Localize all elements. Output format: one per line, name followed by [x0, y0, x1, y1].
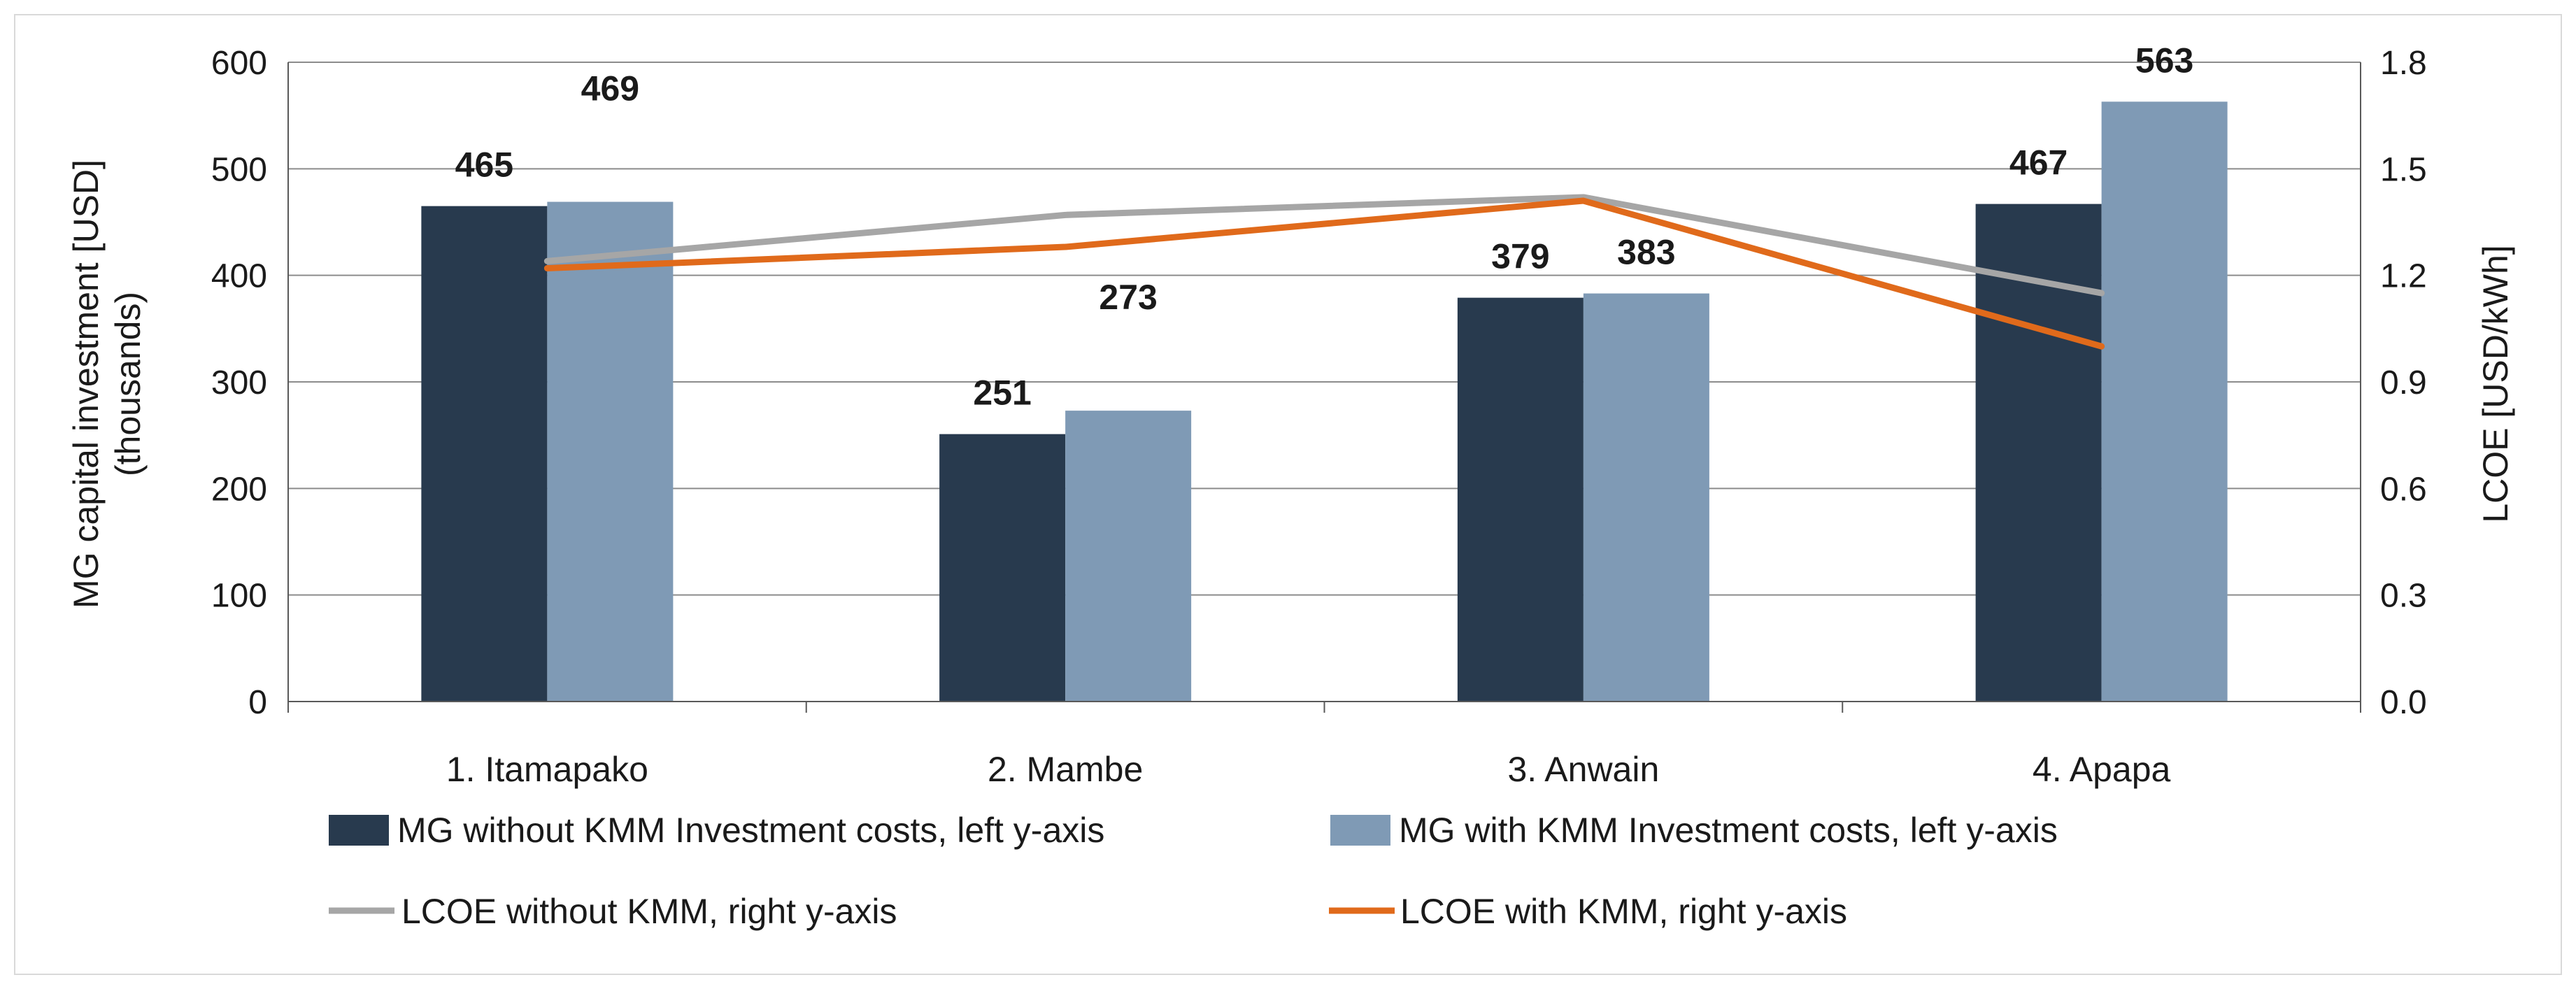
line-series-path [543, 194, 2105, 297]
right-tick-label: 0.0 [2380, 684, 2427, 721]
left-tick-label: 600 [211, 45, 267, 82]
category-label: 1. Itamapako [446, 750, 648, 789]
right-axis-ticks: 0.0 0.3 0.6 0.9 1.2 1.5 1.8 [2380, 45, 2427, 721]
bar-data-label: 467 [2009, 143, 2068, 183]
right-axis-title: LCOE [USD/kWh] [2476, 245, 2515, 522]
chart: 0 100 200 300 400 500 600 0.0 0.3 0.6 0.9 1.2 1.5 1.… [66, 41, 2515, 931]
bar-data-label: 383 [1617, 233, 1675, 272]
legend-label-lcoe-without-kmm: LCOE without KMM, right y-axis [401, 892, 897, 931]
data-labels: 465 251 379 467 469 273 383 563 [455, 41, 2194, 412]
right-tick-label: 0.3 [2380, 578, 2427, 615]
left-axis-title-line1: MG capital investment [USD] [66, 159, 106, 609]
category-labels: 1. Itamapako 2. Mambe 3. Anwain 4. Apapa [446, 750, 2171, 789]
bar-data-label: 469 [581, 69, 639, 108]
bar-data-label: 465 [455, 145, 513, 185]
right-tick-label: 1.2 [2380, 258, 2427, 295]
legend-swatch-mg-with-kmm [1330, 815, 1390, 846]
left-tick-label: 500 [211, 151, 267, 188]
bar-data-label: 563 [2135, 41, 2193, 80]
legend: MG without KMM Investment costs, left y-… [329, 811, 2058, 931]
bar [1065, 411, 1192, 702]
bar [1583, 293, 1709, 702]
right-tick-label: 0.6 [2380, 471, 2427, 508]
left-tick-label: 100 [211, 578, 267, 615]
bar [421, 206, 548, 702]
bar [547, 201, 674, 702]
bar-data-label: 273 [1099, 278, 1157, 317]
left-tick-label: 300 [211, 364, 267, 401]
right-tick-label: 1.8 [2380, 45, 2427, 82]
bar [1457, 297, 1584, 702]
line-series [543, 194, 2105, 350]
axes [287, 62, 2361, 713]
right-tick-label: 0.9 [2380, 364, 2427, 401]
left-axis-title-line2: (thousands) [108, 292, 148, 476]
legend-swatch-mg-without-kmm [329, 815, 389, 846]
left-tick-label: 400 [211, 258, 267, 295]
bar-data-label: 379 [1491, 237, 1549, 276]
left-tick-label: 0 [248, 684, 267, 721]
category-label: 3. Anwain [1507, 750, 1659, 789]
bar-series [421, 101, 2228, 702]
line-series-path [543, 197, 2105, 350]
legend-label-mg-with-kmm: MG with KMM Investment costs, left y-axi… [1399, 811, 2058, 850]
left-axis-ticks: 0 100 200 300 400 500 600 [211, 45, 267, 721]
right-tick-label: 1.5 [2380, 151, 2427, 188]
bar [939, 434, 1066, 702]
legend-label-lcoe-with-kmm: LCOE with KMM, right y-axis [1400, 892, 1847, 931]
category-label: 2. Mambe [988, 750, 1143, 789]
left-tick-label: 200 [211, 471, 267, 508]
legend-label-mg-without-kmm: MG without KMM Investment costs, left y-… [397, 811, 1104, 850]
chart-frame: 0 100 200 300 400 500 600 0.0 0.3 0.6 0.9 1.2 1.5 1.… [14, 14, 2562, 975]
bar [2101, 101, 2228, 702]
category-label: 4. Apapa [2033, 750, 2171, 789]
bar-data-label: 251 [973, 373, 1031, 413]
